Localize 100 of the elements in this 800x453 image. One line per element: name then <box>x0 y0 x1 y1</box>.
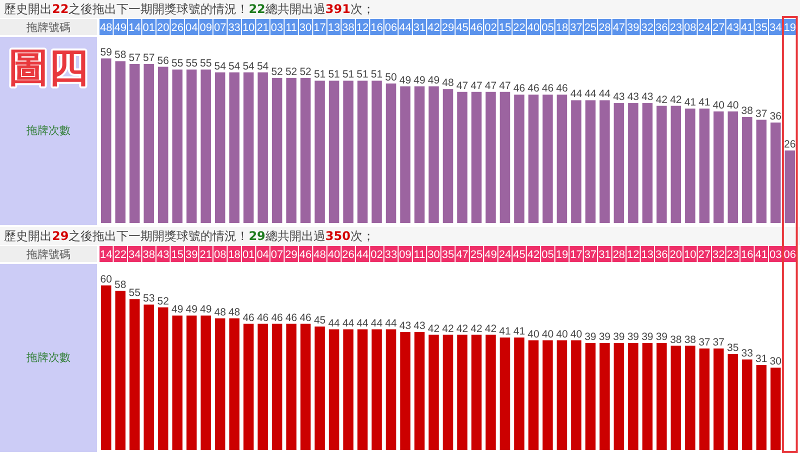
data-label: 47 <box>484 80 497 92</box>
bar <box>328 80 340 223</box>
bar <box>500 92 510 223</box>
bar <box>742 359 752 450</box>
x-tick-label: 09 <box>399 249 412 261</box>
bar <box>514 338 524 450</box>
data-label: 44 <box>370 317 383 330</box>
data-label: 43 <box>399 320 412 332</box>
bar <box>714 348 724 450</box>
x-tick-label: 07 <box>270 249 284 261</box>
data-label: 46 <box>556 82 568 95</box>
data-label: 44 <box>356 317 369 330</box>
x-tick-label: 17 <box>570 249 582 261</box>
bar <box>286 78 296 223</box>
x-tick-label: 28 <box>612 249 626 261</box>
bar <box>714 111 724 223</box>
bar <box>243 324 254 450</box>
data-label: 42 <box>456 322 468 335</box>
x-tick-label: 22 <box>513 22 526 34</box>
data-label: 40 <box>727 99 739 112</box>
bar <box>158 66 168 223</box>
data-label: 46 <box>513 82 526 95</box>
bar <box>600 343 610 450</box>
data-label: 49 <box>399 74 412 86</box>
bar <box>144 64 154 223</box>
data-label: 41 <box>684 96 696 109</box>
bar <box>486 334 496 450</box>
bar <box>314 326 325 450</box>
x-tick-label: 32 <box>712 249 725 261</box>
x-tick-label: 06 <box>384 22 398 34</box>
x-tick-label: 01 <box>242 249 255 261</box>
bar <box>243 72 254 223</box>
x-tick-label: 08 <box>684 22 696 34</box>
data-label: 54 <box>214 60 226 72</box>
x-tick-label: 31 <box>413 22 426 34</box>
bar <box>300 324 311 450</box>
bar <box>628 103 638 223</box>
data-label: 49 <box>186 304 198 316</box>
x-tick-label: 34 <box>128 249 141 261</box>
data-label: 49 <box>414 74 426 86</box>
x-tick-label: 41 <box>741 22 754 34</box>
x-tick-label: 49 <box>114 22 126 34</box>
data-label: 53 <box>143 292 155 305</box>
data-label: 45 <box>314 314 326 327</box>
data-label: 48 <box>228 306 240 318</box>
x-tick-label: 38 <box>142 249 155 261</box>
data-label: 55 <box>186 58 198 70</box>
bar <box>357 329 368 450</box>
bar <box>571 340 582 450</box>
x-tick-label: 22 <box>114 249 126 261</box>
bar <box>585 343 596 450</box>
data-label: 42 <box>670 94 682 106</box>
x-tick-label: 40 <box>527 22 540 34</box>
bar <box>400 332 410 450</box>
bar <box>642 103 653 223</box>
data-label: 51 <box>370 68 383 81</box>
data-label: 52 <box>157 295 170 308</box>
x-tick-label: 10 <box>242 22 255 34</box>
bar <box>528 94 539 223</box>
x-tick-label: 39 <box>185 249 198 261</box>
bar <box>728 111 738 223</box>
bar <box>186 316 197 450</box>
bar <box>628 343 638 450</box>
x-tick-label: 42 <box>527 249 540 261</box>
x-tick-label: 18 <box>228 249 240 261</box>
x-tick-label: 15 <box>171 249 184 261</box>
x-tick-label: 14 <box>100 249 112 261</box>
x-tick-label: 38 <box>342 22 354 34</box>
x-tick-label: 44 <box>399 22 412 34</box>
data-label: 47 <box>470 80 482 92</box>
bar <box>414 86 425 223</box>
x-tick-label: 17 <box>314 22 326 34</box>
bar <box>685 346 696 450</box>
bar <box>699 348 710 450</box>
data-label: 41 <box>698 96 710 109</box>
data-label: 43 <box>642 91 654 104</box>
data-label: 39 <box>598 331 611 344</box>
bar <box>214 318 226 450</box>
data-label: 59 <box>100 46 112 58</box>
data-label: 43 <box>627 91 640 104</box>
x-tick-label: 26 <box>342 249 354 261</box>
bar <box>556 340 568 450</box>
y-axis-title: 拖牌次數 <box>26 124 70 137</box>
bar <box>614 343 624 450</box>
x-tick-label: 46 <box>299 249 312 261</box>
bar <box>571 100 582 223</box>
bar <box>784 150 796 223</box>
bar <box>457 92 468 223</box>
data-label: 56 <box>157 54 170 67</box>
data-label: 44 <box>342 317 354 330</box>
bar <box>756 120 767 223</box>
bar <box>258 324 268 450</box>
bar <box>442 89 454 223</box>
data-label: 26 <box>784 138 796 150</box>
data-label: 44 <box>598 88 611 100</box>
x-tick-label: 01 <box>142 22 155 34</box>
x-tick-label: 37 <box>570 22 582 34</box>
data-label: 60 <box>100 273 112 286</box>
bar <box>343 80 354 223</box>
bar <box>300 78 311 223</box>
